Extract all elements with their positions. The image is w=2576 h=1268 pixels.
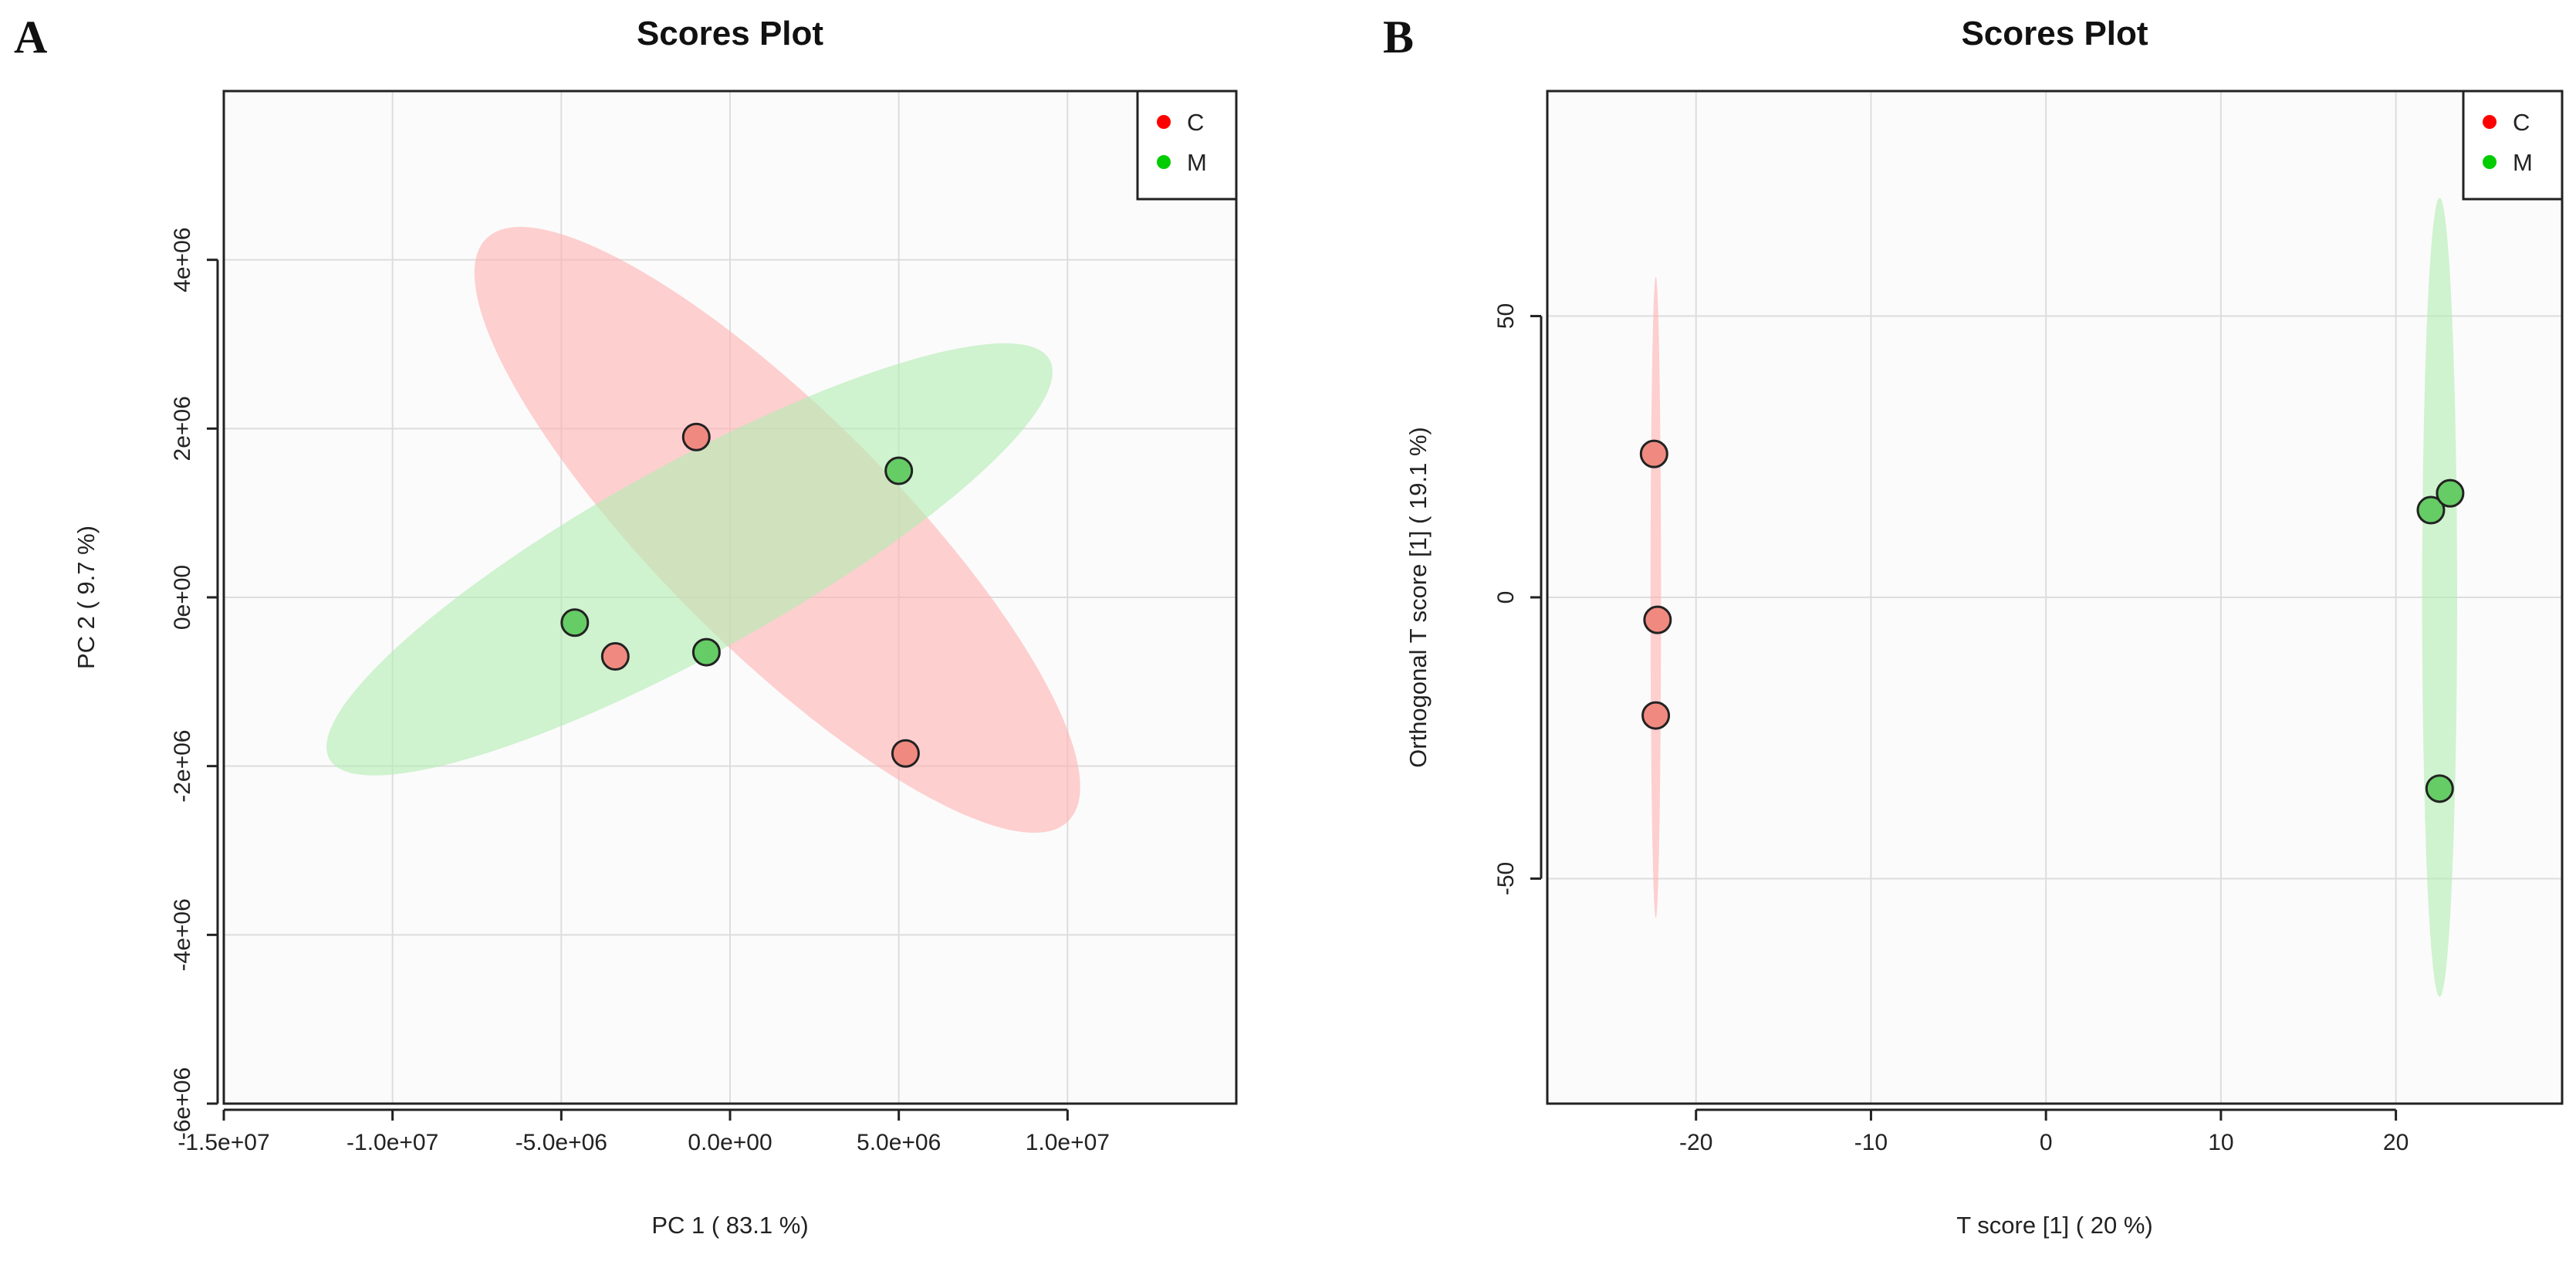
y-tick-label: -50 [1493, 862, 1519, 895]
data-point-c [1641, 701, 1671, 730]
data-point-m [691, 637, 721, 667]
data-point-m [884, 456, 914, 485]
legend-label-c: C [2513, 109, 2530, 136]
legend-label-c: C [1187, 109, 1204, 136]
data-point-c [600, 642, 630, 671]
y-tick-label: -6e+06 [170, 1067, 195, 1140]
x-tick-label: 0.0e+00 [688, 1130, 772, 1155]
x-tick-label: 20 [2383, 1130, 2409, 1155]
legend-label-m: M [2513, 149, 2533, 176]
chart-title: Scores Plot [637, 15, 823, 52]
y-tick-label: 2e+06 [170, 396, 195, 461]
panel-letter: B [1383, 12, 1414, 63]
y-tick-label: 4e+06 [170, 228, 195, 292]
legend-box [1136, 90, 1238, 201]
legend-label-m: M [1187, 149, 1207, 176]
y-axis-label: PC 2 ( 9.7 %) [73, 526, 100, 669]
y-tick-label: -2e+06 [170, 730, 195, 803]
data-point-m [2425, 774, 2454, 803]
y-tick-label: 50 [1493, 303, 1519, 329]
x-axis-label: PC 1 ( 83.1 %) [651, 1212, 808, 1239]
data-point-m [560, 608, 590, 637]
y-tick-label: 0 [1493, 591, 1519, 604]
data-point-m [2416, 495, 2446, 525]
plot-frame [1546, 90, 2564, 1105]
panel-a: A Scores Plot -1.5e+07 -1.0e+07 -5.0e+06 0.0e… [14, 12, 1238, 1239]
x-tick-label: -20 [1679, 1130, 1712, 1155]
x-tick-label: 1.0e+07 [1026, 1130, 1110, 1155]
x-tick-label: -10 [1854, 1130, 1888, 1155]
confidence-ellipse-m [2422, 198, 2457, 997]
x-tick-label: -1.0e+07 [347, 1130, 438, 1155]
legend-marker-c [2483, 115, 2497, 129]
panel-letter: A [14, 12, 47, 63]
confidence-ellipse-c [1650, 276, 1662, 918]
y-axis-label: Orthogonal T score [1] ( 19.1 %) [1405, 427, 1432, 768]
data-point-c [1639, 439, 1668, 468]
panel-b: B Scores Plot -20 -10 0 10 20 -50 0 50 T score [1]… [1383, 12, 2564, 1239]
legend-box [2462, 90, 2564, 201]
data-point-c [891, 739, 920, 768]
y-tick-label: -4e+06 [170, 898, 195, 971]
x-tick-label: 5.0e+06 [857, 1130, 941, 1155]
x-tick-label: -5.0e+06 [516, 1130, 607, 1155]
data-point-c [681, 422, 711, 451]
plot-frame [222, 90, 1238, 1105]
chart-title: Scores Plot [1961, 15, 2148, 52]
data-point-c [1643, 605, 1672, 634]
confidence-ellipse-m [326, 343, 1053, 776]
legend-marker-m [2483, 155, 2497, 169]
legend-marker-m [1157, 155, 1171, 169]
x-axis-label: T score [1] ( 20 %) [1956, 1212, 2152, 1239]
x-tick-label: 10 [2208, 1130, 2233, 1155]
y-tick-label: 0e+00 [170, 565, 195, 630]
x-tick-label: -1.5e+07 [177, 1130, 269, 1155]
data-point-m [2436, 478, 2465, 508]
x-tick-label: 0 [2040, 1130, 2053, 1155]
legend-marker-c [1157, 115, 1171, 129]
